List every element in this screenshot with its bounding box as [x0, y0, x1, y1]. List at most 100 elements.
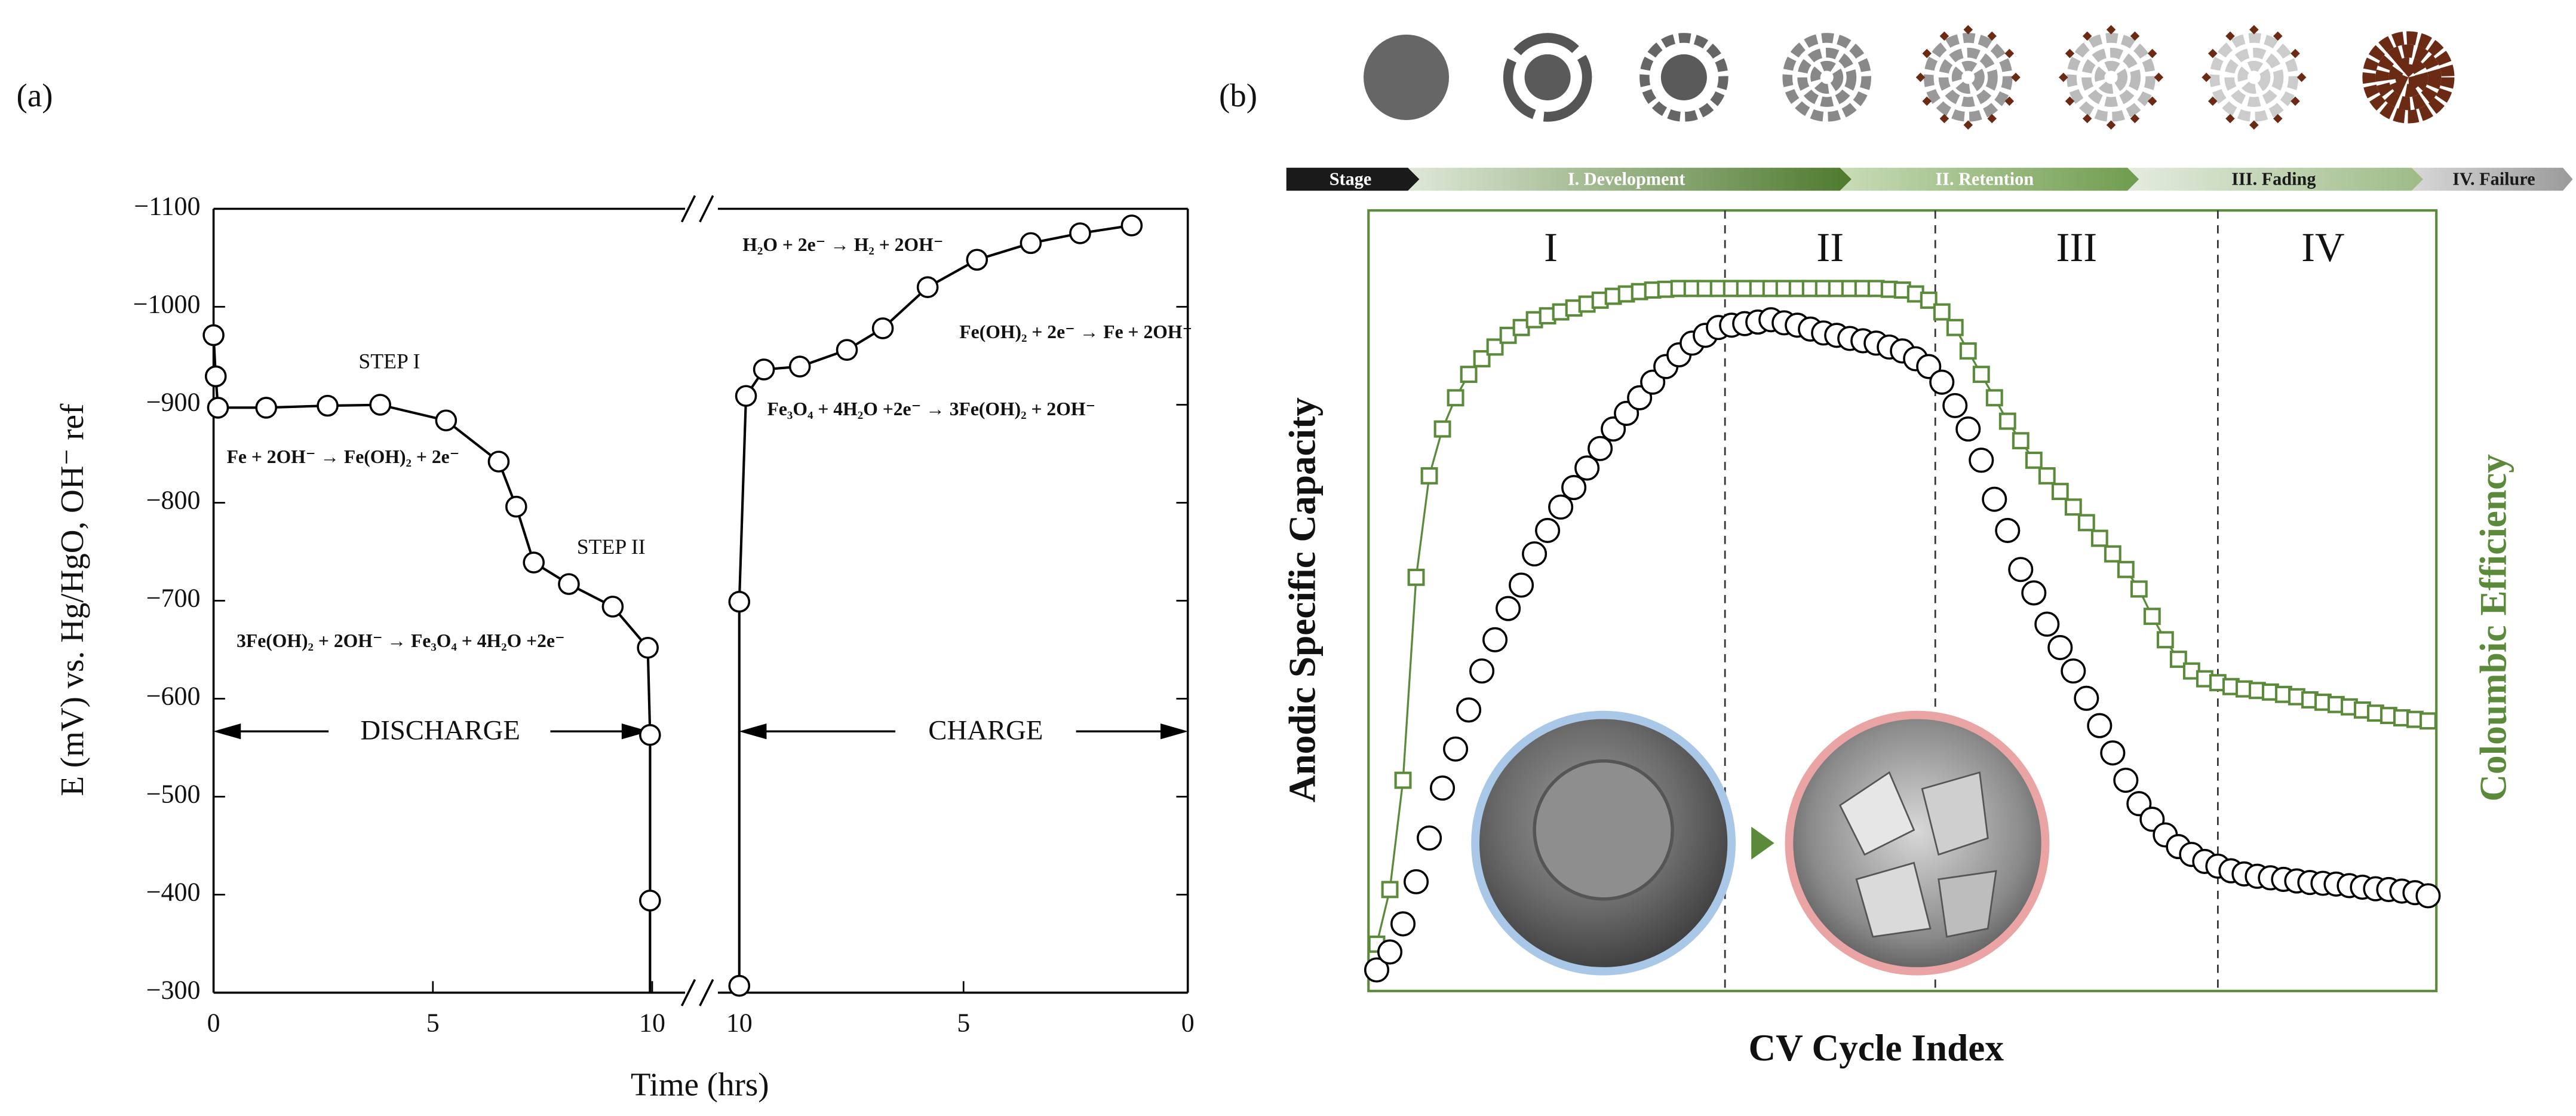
data-point: [1929, 369, 1955, 395]
particle-icon: [1923, 33, 2013, 122]
data-point: [1995, 517, 2021, 543]
stage-label: I. Development: [1568, 169, 1685, 189]
data-point: [1588, 436, 1613, 461]
region-label: I: [1544, 225, 1558, 270]
particle-icon: [2249, 120, 2259, 130]
particle-icon: [2004, 48, 2015, 59]
stage-label: III. Fading: [2231, 169, 2316, 189]
data-point: [1955, 416, 1981, 442]
particle-icon: [2154, 72, 2164, 82]
data-point: [202, 324, 225, 347]
x-axis-label: CV Cycle Index: [1748, 1027, 2004, 1069]
data-point: [735, 385, 757, 407]
particle-icon: [2082, 114, 2092, 124]
data-point: [966, 249, 988, 271]
panel-label: (b): [1219, 77, 1257, 114]
particle-icon: [2130, 31, 2140, 41]
axis-break: [680, 195, 696, 223]
particle-icon: [2224, 47, 2284, 107]
data-point: [601, 596, 624, 618]
data-point: [2100, 740, 2126, 766]
data-point: [2008, 557, 2034, 582]
discharge-arrow: [213, 723, 650, 740]
particle-icon: [1810, 60, 1844, 94]
particle-icon: [2395, 64, 2422, 91]
data-point: [1020, 232, 1042, 255]
data-point: [1430, 775, 1456, 801]
sem-images: [1471, 710, 2050, 976]
series-label: CHARGE: [928, 715, 1043, 746]
annotation: 3Fe(OH)₂ + 2OH⁻ → Fe₃O₄ + 4H₂O +2e⁻: [237, 630, 565, 651]
particle-icon: [2202, 72, 2211, 82]
particle-icon: [1951, 60, 1985, 94]
data-point: [1381, 881, 1399, 899]
data-point: [523, 551, 545, 574]
plot-frame: [1367, 209, 2438, 992]
data-point: [728, 974, 751, 997]
particle-icon: [2130, 114, 2140, 124]
y-tick-label: −1100: [134, 192, 200, 221]
data-point: [1982, 486, 2007, 512]
data-point: [2025, 451, 2043, 469]
data-point: [1985, 389, 2003, 407]
particle-icon: [2081, 47, 2141, 107]
particle-icon: [2362, 31, 2455, 124]
data-point: [369, 394, 391, 416]
data-point: [2061, 658, 2086, 684]
data-point: [871, 317, 894, 339]
data-point: [1969, 447, 1994, 473]
data-point: [1548, 494, 1574, 520]
y-tick-label: −300: [146, 976, 201, 1005]
region-label: II: [1816, 225, 1844, 270]
x-axis-label: Time (hrs): [631, 1066, 769, 1103]
data-point: [1522, 541, 1548, 567]
stage-label: Stage: [1330, 169, 1372, 189]
data-point: [487, 450, 510, 473]
particle-icon: [1987, 114, 1997, 124]
data-point: [639, 723, 661, 746]
data-point: [2156, 631, 2174, 649]
data-point: [2047, 634, 2073, 660]
particle-icon: [2147, 48, 2157, 59]
particle-icon: [1660, 54, 1707, 100]
particle-icon: [2004, 96, 2015, 106]
data-point: [639, 890, 661, 912]
data-point: [1933, 303, 1951, 321]
charge-arrow: [739, 723, 1189, 740]
annotation: STEP I: [358, 349, 420, 373]
particle-icon: [1364, 34, 1450, 120]
particle-icon: [2225, 114, 2235, 124]
particle-icon: [1922, 48, 1932, 59]
data-point: [1407, 568, 1425, 586]
curve: [212, 335, 652, 901]
data-point: [2104, 545, 2121, 563]
particle-icon: [2209, 33, 2299, 122]
data-point: [2074, 685, 2099, 711]
particle-icon: [2095, 60, 2128, 94]
data-point: [1574, 455, 1600, 481]
x-tick-label: 0: [207, 1008, 220, 1038]
data-point: [1535, 517, 1561, 543]
y-tick-label: −1000: [133, 290, 201, 319]
particle-icon: [1639, 33, 1728, 122]
data-point: [2113, 767, 2139, 793]
data-point: [1069, 222, 1091, 244]
data-point: [2143, 608, 2161, 626]
data-point: [1496, 596, 1521, 621]
data-point: [2117, 560, 2135, 578]
annotation: H₂O + 2e⁻ → H₂ + 2OH⁻: [742, 234, 943, 255]
data-point: [1404, 869, 1429, 894]
y-axis-label: E (mV) vs. Hg/HgO, OH⁻ ref: [54, 403, 90, 796]
data-point: [255, 397, 278, 419]
particle-icon: [2065, 96, 2075, 106]
y2-axis-label: Coloumbic Efficiency: [2472, 454, 2514, 801]
axis-break: [699, 195, 714, 223]
particle-icon: [1797, 47, 1857, 107]
axis-break: [680, 979, 696, 1007]
x-tick-label: 5: [957, 1008, 970, 1038]
particle-icon: [2059, 72, 2068, 82]
y-tick-label: −800: [146, 486, 201, 515]
data-point: [1417, 825, 1442, 851]
particle-icon: [1963, 24, 1973, 35]
